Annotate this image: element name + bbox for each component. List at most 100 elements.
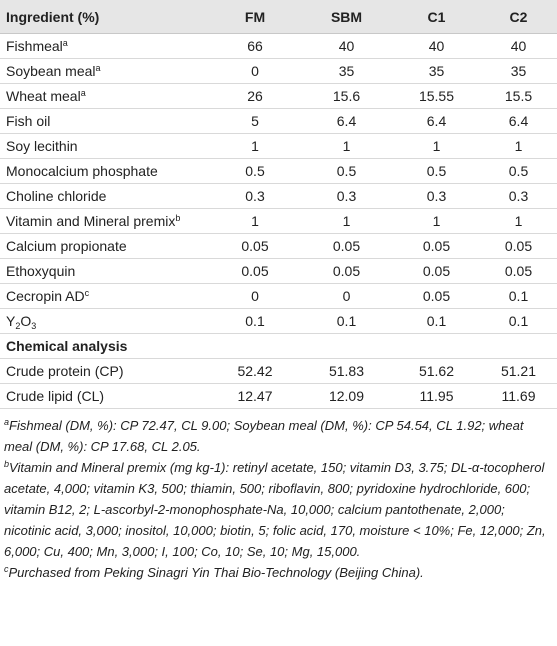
value-cell: 5 xyxy=(210,108,300,134)
footnote-mark: c xyxy=(4,564,9,574)
footnotes: aFishmeal (DM, %): CP 72.47, CL 9.00; So… xyxy=(0,409,557,583)
superscript: a xyxy=(62,38,68,48)
superscript: c xyxy=(84,288,90,298)
row-label: Crude protein (CP) xyxy=(0,358,210,384)
footnote-text: Vitamin and Mineral premix (mg kg-1): re… xyxy=(4,460,546,559)
value-cell: 0.1 xyxy=(480,308,557,334)
value-cell: 1 xyxy=(210,208,300,234)
value-cell: 0.05 xyxy=(393,258,480,284)
table-row: Cecropin ADc 0 0 0.05 0.1 xyxy=(0,283,557,309)
row-label: Choline chloride xyxy=(0,183,210,209)
value-cell: 0.3 xyxy=(300,183,393,209)
value-cell: 0 xyxy=(210,58,300,84)
table-row: Wheat meala 26 15.6 15.55 15.5 xyxy=(0,83,557,109)
table-body: Fishmeala 66 40 40 40 Soybean meala 0 35 35 35 Whe… xyxy=(0,33,557,409)
value-cell: 0.05 xyxy=(480,258,557,284)
diet-table: Ingredient (%) FM SBM C1 C2 Fishmeala 66 40 40 4… xyxy=(0,0,557,409)
footnote-text: Fishmeal (DM, %): CP 72.47, CL 9.00; Soy… xyxy=(4,418,524,454)
label-text: Cecropin AD xyxy=(6,288,85,304)
subscript: 3 xyxy=(31,321,37,331)
row-label: Vitamin and Mineral premixb xyxy=(0,208,210,234)
header-cell: C1 xyxy=(393,0,480,34)
value-cell: 0.5 xyxy=(210,158,300,184)
footnote: cPurchased from Peking Sinagri Yin Thai … xyxy=(4,562,551,583)
value-cell: 12.47 xyxy=(210,383,300,409)
row-label: Soybean meala xyxy=(0,58,210,84)
value-cell: 52.42 xyxy=(210,358,300,384)
footnote: bVitamin and Mineral premix (mg kg-1): r… xyxy=(4,457,551,562)
value-cell: 6.4 xyxy=(300,108,393,134)
superscript: a xyxy=(80,88,86,98)
row-label: Wheat meala xyxy=(0,83,210,109)
value-cell: 35 xyxy=(480,58,557,84)
value-cell: 0.5 xyxy=(300,158,393,184)
superscript: b xyxy=(175,213,181,223)
row-label: Ethoxyquin xyxy=(0,258,210,284)
table-row: Monocalcium phosphate 0.5 0.5 0.5 0.5 xyxy=(0,158,557,184)
value-cell: 40 xyxy=(300,33,393,59)
footnote-text: Purchased from Peking Sinagri Yin Thai B… xyxy=(8,565,424,580)
value-cell: 0.1 xyxy=(300,308,393,334)
table-row: Ethoxyquin 0.05 0.05 0.05 0.05 xyxy=(0,258,557,284)
value-cell: 1 xyxy=(393,133,480,159)
table-row: Crude lipid (CL) 12.47 12.09 11.95 11.69 xyxy=(0,383,557,409)
table-row: Fishmeala 66 40 40 40 xyxy=(0,33,557,59)
row-label: Y2O3 xyxy=(0,308,210,334)
value-cell: 51.21 xyxy=(480,358,557,384)
value-cell: 0.05 xyxy=(300,233,393,259)
value-cell: 0.1 xyxy=(210,308,300,334)
value-cell: 1 xyxy=(393,208,480,234)
footnote: aFishmeal (DM, %): CP 72.47, CL 9.00; So… xyxy=(4,415,551,457)
value-cell: 12.09 xyxy=(300,383,393,409)
section-row: Chemical analysis xyxy=(0,333,557,359)
value-cell: 51.83 xyxy=(300,358,393,384)
label-text: Soybean meal xyxy=(6,63,96,79)
row-label: Crude lipid (CL) xyxy=(0,383,210,409)
value-cell: 0.5 xyxy=(480,158,557,184)
table-head: Ingredient (%) FM SBM C1 C2 xyxy=(0,0,557,34)
value-cell: 0.05 xyxy=(300,258,393,284)
value-cell: 1 xyxy=(480,133,557,159)
label-text: Crude lipid (CL) xyxy=(6,388,105,404)
value-cell: 0.05 xyxy=(480,233,557,259)
label-text: Crude protein (CP) xyxy=(6,363,124,379)
value-cell: 40 xyxy=(393,33,480,59)
section-label: Chemical analysis xyxy=(0,333,557,359)
label-text: O xyxy=(20,313,32,329)
value-cell: 15.6 xyxy=(300,83,393,109)
header-cell: FM xyxy=(210,0,300,34)
value-cell: 15.55 xyxy=(393,83,480,109)
label-text: Fish oil xyxy=(6,113,51,129)
value-cell: 66 xyxy=(210,33,300,59)
table-row: Soy lecithin 1 1 1 1 xyxy=(0,133,557,159)
value-cell: 1 xyxy=(210,133,300,159)
value-cell: 1 xyxy=(300,208,393,234)
value-cell: 6.4 xyxy=(393,108,480,134)
value-cell: 0 xyxy=(210,283,300,309)
row-label: Cecropin ADc xyxy=(0,283,210,309)
value-cell: 0 xyxy=(300,283,393,309)
table-row: Choline chloride 0.3 0.3 0.3 0.3 xyxy=(0,183,557,209)
header-cell: Ingredient (%) xyxy=(0,0,210,34)
table-row: Soybean meala 0 35 35 35 xyxy=(0,58,557,84)
value-cell: 11.69 xyxy=(480,383,557,409)
value-cell: 15.5 xyxy=(480,83,557,109)
label-text: Soy lecithin xyxy=(6,138,78,154)
value-cell: 51.62 xyxy=(393,358,480,384)
row-label: Monocalcium phosphate xyxy=(0,158,210,184)
value-cell: 0.3 xyxy=(393,183,480,209)
table-row: Fish oil 5 6.4 6.4 6.4 xyxy=(0,108,557,134)
row-label: Fishmeala xyxy=(0,33,210,59)
value-cell: 0.3 xyxy=(210,183,300,209)
label-text: Vitamin and Mineral premix xyxy=(6,213,176,229)
value-cell: 40 xyxy=(480,33,557,59)
footnote-mark: a xyxy=(4,417,10,427)
label-text: Ethoxyquin xyxy=(6,263,76,279)
value-cell: 0.05 xyxy=(210,233,300,259)
value-cell: 26 xyxy=(210,83,300,109)
row-label: Calcium propionate xyxy=(0,233,210,259)
header-cell: SBM xyxy=(300,0,393,34)
row-label: Fish oil xyxy=(0,108,210,134)
